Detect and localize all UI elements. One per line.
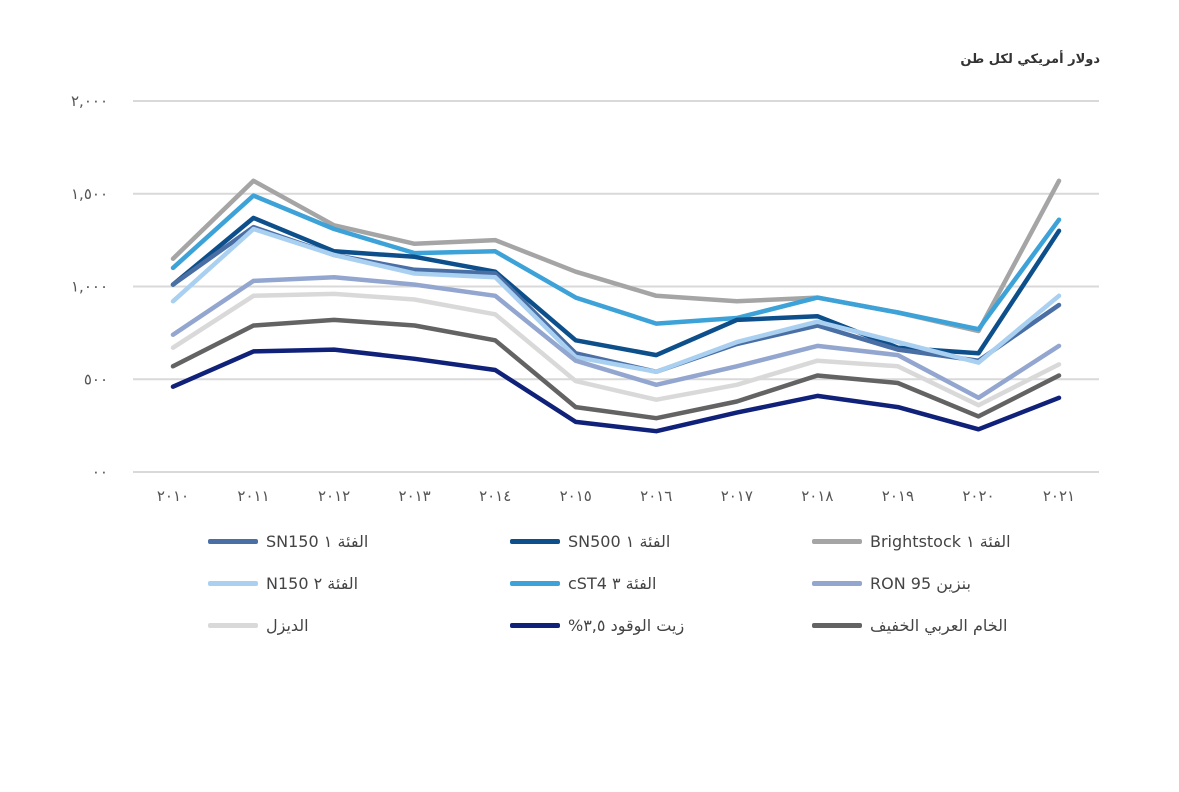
series-line: [170, 226, 1062, 375]
legend-label: الفئة ٣ cST4: [568, 573, 657, 593]
legend-item-sn150: الفئة ١ SN150: [208, 528, 368, 554]
x-tick-label: ٢٠١٣: [399, 487, 431, 505]
x-tick-label: ٢٠١١: [237, 487, 269, 505]
legend-label: بنزين RON 95: [870, 573, 971, 593]
legend-label: الخام العربي الخفيف: [870, 615, 1008, 635]
series-line: [170, 317, 1062, 421]
legend-item-fuel-oil: زيت الوقود ٣,٥%: [510, 612, 684, 638]
legend-item-cst4: الفئة ٣ cST4: [510, 570, 657, 596]
series-line: [170, 291, 1062, 408]
legend-item-arab-light: الخام العربي الخفيف: [812, 612, 1007, 638]
x-tick-label: ٢٠١٢: [318, 487, 350, 505]
line-chart: ٠٠ ٥٠٠ ١,٠٠٠ ١,٥٠٠ ٢,٠٠٠ ٢٠١٠ ٢٠١١ ٢٠١٢ ٢٠١٣ ٢٠١٤…: [71, 92, 1099, 505]
y-tick-label: ٢,٠٠٠: [71, 92, 108, 110]
y-tick-label: ٥٠٠: [84, 370, 108, 388]
x-tick-label: ٢٠١٩: [882, 487, 914, 505]
legend-label: الفئة ١ SN500: [568, 531, 671, 551]
x-tick-label: ٢٠٢١: [1043, 487, 1075, 505]
legend-label: الديزل: [266, 615, 309, 635]
legend-swatch: [510, 580, 560, 586]
legend-item-n150: الفئة ٢ N150: [208, 570, 358, 596]
series-line: [170, 215, 1062, 358]
x-tick-label: ٢٠١٦: [640, 487, 672, 505]
legend-swatch: [812, 622, 862, 628]
x-tick-label: ٢٠١٤: [479, 487, 511, 505]
legend-item-ron95: بنزين RON 95: [812, 570, 971, 596]
legend-swatch: [208, 580, 258, 586]
series-line: [170, 193, 1062, 332]
legend-swatch: [208, 622, 258, 628]
x-tick-label: ٢٠١٠: [157, 487, 189, 505]
y-tick-label: ١,٥٠٠: [71, 185, 108, 203]
legend-swatch: [812, 580, 862, 586]
legend-swatch: [812, 538, 862, 544]
legend-swatch: [510, 622, 560, 628]
x-tick-label: ٢٠١٥: [560, 487, 592, 505]
legend-swatch: [208, 538, 258, 544]
legend-item-sn500: الفئة ١ SN500: [510, 528, 670, 554]
legend-item-brightstock: الفئة ١ Brightstock: [812, 528, 1011, 554]
y-axis-unit-label: دولار أمريكي لكل طن: [960, 52, 1100, 67]
x-tick-label: ٢٠١٧: [721, 487, 753, 505]
legend-swatch: [510, 538, 560, 544]
legend-label: الفئة ١ SN150: [266, 531, 369, 551]
series-line: [170, 347, 1062, 434]
x-tick-label: ٢٠١٨: [801, 487, 833, 505]
y-tick-label: ٠٠: [92, 463, 108, 481]
legend-label: الفئة ٢ N150: [266, 573, 359, 593]
x-tick-label: ٢٠٢٠: [962, 487, 994, 505]
legend-item-diesel: الديزل: [208, 612, 309, 638]
y-tick-label: ١,٠٠٠: [71, 278, 108, 296]
legend-label: الفئة ١ Brightstock: [870, 531, 1011, 551]
legend-label: زيت الوقود ٣,٥%: [568, 615, 685, 635]
series-line: [170, 274, 1062, 401]
